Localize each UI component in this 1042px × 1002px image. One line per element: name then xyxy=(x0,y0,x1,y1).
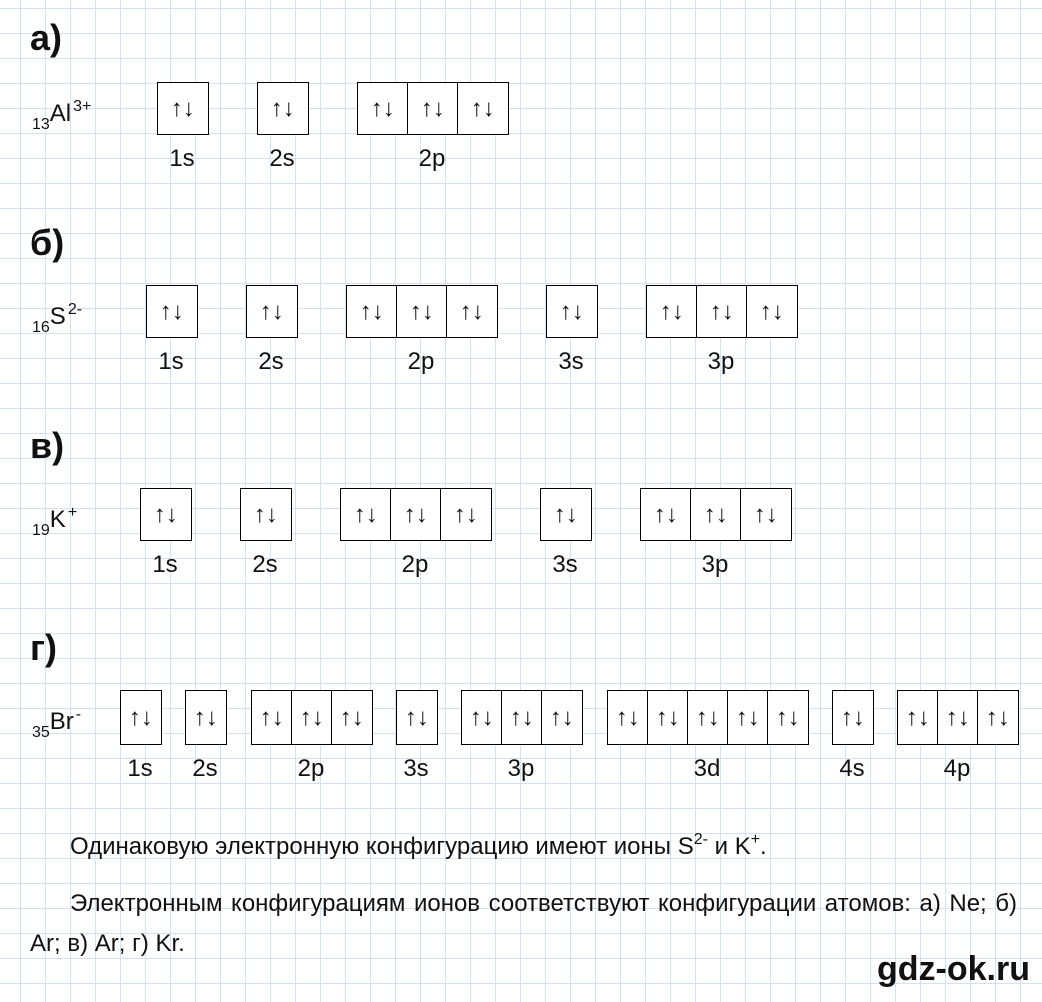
orbital-cell: ↑↓ xyxy=(832,690,874,745)
ion-charge: 2- xyxy=(67,301,83,318)
conclusion-text: Одинаковую электронную конфигурацию имею… xyxy=(70,833,694,860)
ion-symbol: S xyxy=(49,303,66,330)
orbital-label: 2p xyxy=(407,348,435,375)
orbital-cell: ↑↓ xyxy=(501,690,543,745)
ion-symbol: Al xyxy=(49,100,72,127)
charge: 2- xyxy=(693,831,708,848)
orbital-label: 3p xyxy=(507,755,535,782)
orbital-label: 1s xyxy=(158,348,184,375)
orbital-label: 2s xyxy=(258,348,284,375)
orbital-cell: ↑↓ xyxy=(696,285,748,338)
ion: 16S 2- xyxy=(32,295,82,343)
atomic-number: 13 xyxy=(32,116,50,133)
orbital-cell: ↑↓ xyxy=(647,690,689,745)
atomic-number: 16 xyxy=(32,319,50,336)
orbital-cell: ↑↓ xyxy=(346,285,398,338)
orbital-cell: ↑↓ xyxy=(457,82,509,135)
section-label: б) xyxy=(30,222,65,263)
orbital-cell: ↑↓ xyxy=(687,690,729,745)
orbital-cell: ↑↓ xyxy=(246,285,298,338)
answer: Электронным конфигурациям ионов соответс… xyxy=(30,890,1017,957)
orbital-cell: ↑↓ xyxy=(727,690,769,745)
orbital-label: 3s xyxy=(558,348,584,375)
orbital-label: 2p xyxy=(401,551,429,578)
orbital-cell: ↑↓ xyxy=(607,690,649,745)
ion: 19K + xyxy=(32,498,77,546)
watermark: gdz-ok.ru xyxy=(877,950,1030,988)
orbital-label: 3p xyxy=(707,348,735,375)
orbital-cell: ↑↓ xyxy=(646,285,698,338)
orbital-label: 2p xyxy=(297,755,325,782)
ion-charge: - xyxy=(75,706,82,723)
conclusion-text: и K xyxy=(707,833,751,860)
orbital-label: 3d xyxy=(693,755,721,782)
orbital-cell: ↑↓ xyxy=(977,690,1019,745)
orbital-label: 3s xyxy=(552,551,578,578)
orbital-label: 1s xyxy=(169,145,195,172)
conclusion: Одинаковую электронную конфигурацию имею… xyxy=(70,820,767,867)
orbital-cell: ↑↓ xyxy=(357,82,409,135)
charge: + xyxy=(750,831,761,848)
orbital-cell: ↑↓ xyxy=(446,285,498,338)
orbital-cell: ↑↓ xyxy=(937,690,979,745)
orbital-cell: ↑↓ xyxy=(396,285,448,338)
orbital-label: 4p xyxy=(943,755,971,782)
ion-symbol: Br xyxy=(49,708,74,735)
orbital-cell: ↑↓ xyxy=(257,82,309,135)
section-label: а) xyxy=(30,17,63,58)
orbital-label: 3p xyxy=(701,551,729,578)
orbital-cell: ↑↓ xyxy=(541,690,583,745)
ion: 35Br - xyxy=(32,700,81,748)
ion-charge: + xyxy=(67,504,78,521)
section-label: в) xyxy=(30,425,65,466)
orbital-label: 1s xyxy=(127,755,153,782)
orbital-cell: ↑↓ xyxy=(140,488,192,541)
orbital-cell: ↑↓ xyxy=(331,690,373,745)
orbital-cell: ↑↓ xyxy=(540,488,592,541)
orbital-cell: ↑↓ xyxy=(146,285,198,338)
orbital-label: 1s xyxy=(152,551,178,578)
orbital-cell: ↑↓ xyxy=(640,488,692,541)
atomic-number: 35 xyxy=(32,724,50,741)
orbital-cell: ↑↓ xyxy=(390,488,442,541)
orbital-cell: ↑↓ xyxy=(185,690,227,745)
orbital-cell: ↑↓ xyxy=(396,690,438,745)
orbital-label: 2s xyxy=(269,145,295,172)
orbital-cell: ↑↓ xyxy=(690,488,742,541)
orbital-cell: ↑↓ xyxy=(461,690,503,745)
ion-charge: 3+ xyxy=(73,98,92,115)
atomic-number: 19 xyxy=(32,522,50,539)
orbital-cell: ↑↓ xyxy=(340,488,392,541)
ion: 13Al 3+ xyxy=(32,92,91,140)
section-label: г) xyxy=(30,627,57,668)
orbital-label: 2s xyxy=(192,755,218,782)
orbital-label: 2s xyxy=(252,551,278,578)
orbital-cell: ↑↓ xyxy=(157,82,209,135)
orbital-cell: ↑↓ xyxy=(440,488,492,541)
orbital-label: 3s xyxy=(403,755,429,782)
conclusion-text: . xyxy=(760,833,767,860)
orbital-cell: ↑↓ xyxy=(767,690,809,745)
orbital-cell: ↑↓ xyxy=(251,690,293,745)
orbital-cell: ↑↓ xyxy=(240,488,292,541)
orbital-cell: ↑↓ xyxy=(746,285,798,338)
ion-symbol: K xyxy=(49,506,66,533)
orbital-cell: ↑↓ xyxy=(546,285,598,338)
orbital-cell: ↑↓ xyxy=(407,82,459,135)
orbital-label: 4s xyxy=(839,755,865,782)
orbital-cell: ↑↓ xyxy=(740,488,792,541)
orbital-cell: ↑↓ xyxy=(291,690,333,745)
orbital-cell: ↑↓ xyxy=(897,690,939,745)
orbital-cell: ↑↓ xyxy=(120,690,162,745)
orbital-label: 2p xyxy=(418,145,446,172)
